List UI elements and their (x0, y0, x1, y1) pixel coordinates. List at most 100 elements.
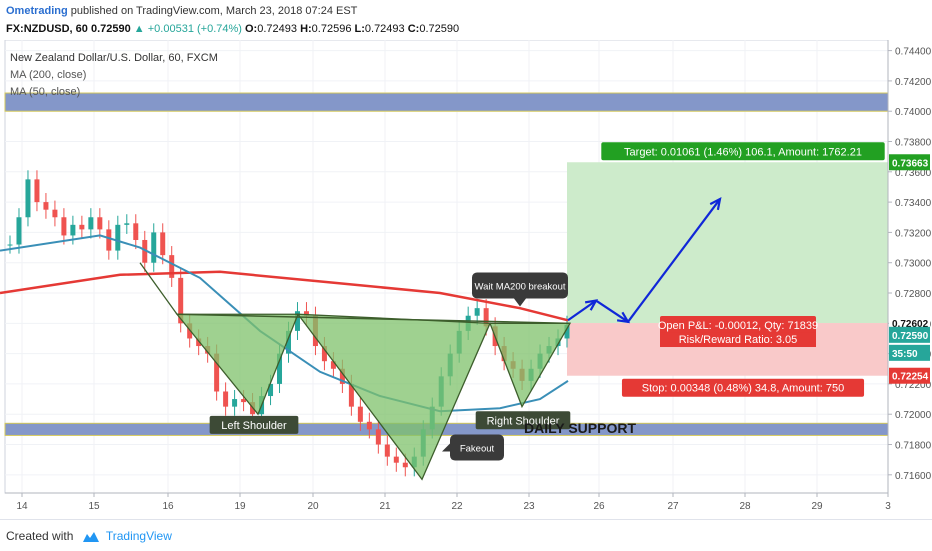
candle-body (43, 202, 49, 210)
x-tick-label: 28 (739, 501, 751, 512)
candle-body (348, 383, 354, 407)
candle-body (196, 338, 202, 347)
candle-body (366, 421, 372, 430)
candle-body (88, 217, 94, 230)
drawings-layer: Target: 0.01061 (1.46%) 106.1, Amount: 1… (209, 142, 885, 461)
left-shoulder-label: Left Shoulder (209, 415, 299, 434)
candle-body (106, 229, 112, 251)
candle-body (268, 383, 274, 397)
candle (97, 208, 103, 239)
candle (375, 420, 381, 454)
close-value: 0.72590 (419, 23, 460, 35)
candle-body (160, 232, 166, 256)
candle (151, 223, 157, 272)
candle-body (115, 224, 121, 251)
wait-callout-pointer (514, 298, 526, 307)
legend-ma50[interactable]: MA (50, close) (10, 86, 80, 98)
candle-body (151, 232, 157, 263)
candle-body (232, 399, 238, 407)
entry-price-tag-text: 0.72602 (892, 319, 929, 330)
candle-body (294, 311, 300, 331)
y-tick-label: 0.73000 (895, 259, 932, 270)
candle (7, 235, 13, 254)
candle (61, 208, 67, 245)
pnl-label-box (660, 316, 816, 335)
tradingview-logo-icon (82, 531, 99, 542)
ma50-line (0, 234, 569, 413)
zones-layer (4, 92, 889, 436)
candle-body (97, 217, 103, 230)
low-value: 0.72493 (364, 23, 405, 35)
close-label: C: (407, 23, 420, 35)
candle (232, 389, 238, 416)
candle (16, 208, 22, 254)
pattern-triangle (489, 322, 572, 409)
candle (384, 435, 390, 466)
arrowhead-down-icon (616, 311, 631, 324)
tradingview-link[interactable]: TradingView (105, 529, 172, 543)
y-tick-label: 0.72200 (895, 380, 932, 391)
candle-body (564, 324, 570, 339)
author-name[interactable]: Ometrading (6, 5, 68, 17)
candle (106, 220, 112, 260)
wait-callout-text: Wait MA200 breakout (475, 281, 566, 292)
y-tick-label: 0.73400 (895, 198, 932, 209)
candle (223, 382, 229, 416)
daily-support-label: DAILY SUPPORT (524, 420, 636, 436)
candle (357, 397, 363, 431)
current-price-tag-text: 0.72590 (892, 331, 929, 342)
created-with-label: Created with (6, 529, 74, 543)
candle (178, 268, 184, 333)
right-shoulder-label-text: Right Shoulder (487, 415, 560, 427)
candle-body (474, 308, 480, 316)
resistance-zone (4, 92, 889, 112)
candle (160, 223, 166, 265)
fakeout-callout-text: Fakeout (460, 444, 495, 455)
candle (294, 302, 300, 340)
candle-body (277, 353, 283, 384)
candle-body (483, 308, 489, 327)
candle (43, 193, 49, 219)
time-axis[interactable]: 14 15 16 19 20 21 22 23 26 27 28 29 3 (5, 492, 891, 512)
neckline (176, 313, 571, 325)
x-tick-label: 22 (451, 501, 463, 512)
open-label: O: (245, 23, 258, 35)
candle (133, 214, 139, 250)
candle-body (402, 462, 408, 468)
candle-body (393, 456, 399, 463)
stop-label-text: Stop: 0.00348 (0.48%) 34.8, Amount: 750 (642, 383, 844, 395)
price-chart[interactable]: Target: 0.01061 (1.46%) 106.1, Amount: 1… (0, 40, 932, 519)
candle-body (61, 217, 67, 236)
candle (169, 246, 175, 287)
candle-body (178, 277, 184, 324)
y-tick-label: 0.71600 (895, 471, 932, 482)
y-tick-label: 0.73800 (895, 138, 932, 149)
current-price-tag-box (889, 326, 930, 343)
candle-body (375, 429, 381, 445)
countdown-tag-box (889, 344, 930, 361)
x-tick-label: 15 (88, 501, 100, 512)
target-label-text: Target: 0.01061 (1.46%) 106.1, Amount: 1… (624, 146, 862, 158)
last-price: 0.72590 (90, 23, 131, 35)
moving-averages-layer (0, 234, 569, 413)
y-tick-label: 0.73600 (895, 168, 932, 179)
x-tick-label: 29 (811, 501, 823, 512)
target-price-tag-box (889, 154, 930, 171)
arrowhead-up-icon (584, 299, 599, 311)
x-tick-label: 19 (234, 501, 246, 512)
candle (393, 447, 399, 472)
stop-label-box (621, 378, 865, 397)
rr-box (660, 332, 816, 348)
candle-body (303, 311, 309, 316)
footer: Created with TradingView (0, 519, 932, 551)
candle (142, 230, 148, 272)
arrowhead-target-icon (709, 197, 722, 211)
y-tick-label: 0.73200 (895, 228, 932, 239)
price-axis[interactable]: 0.74400 0.74200 0.74000 0.73800 0.73600 0.734… (887, 40, 932, 493)
legend-ma200[interactable]: MA (200, close) (10, 69, 86, 81)
x-tick-label: 16 (162, 501, 174, 512)
candle (52, 200, 58, 227)
y-tick-label: 0.74400 (895, 47, 932, 58)
left-shoulder-label-text: Left Shoulder (221, 420, 287, 432)
x-tick-label: 23 (523, 501, 535, 512)
